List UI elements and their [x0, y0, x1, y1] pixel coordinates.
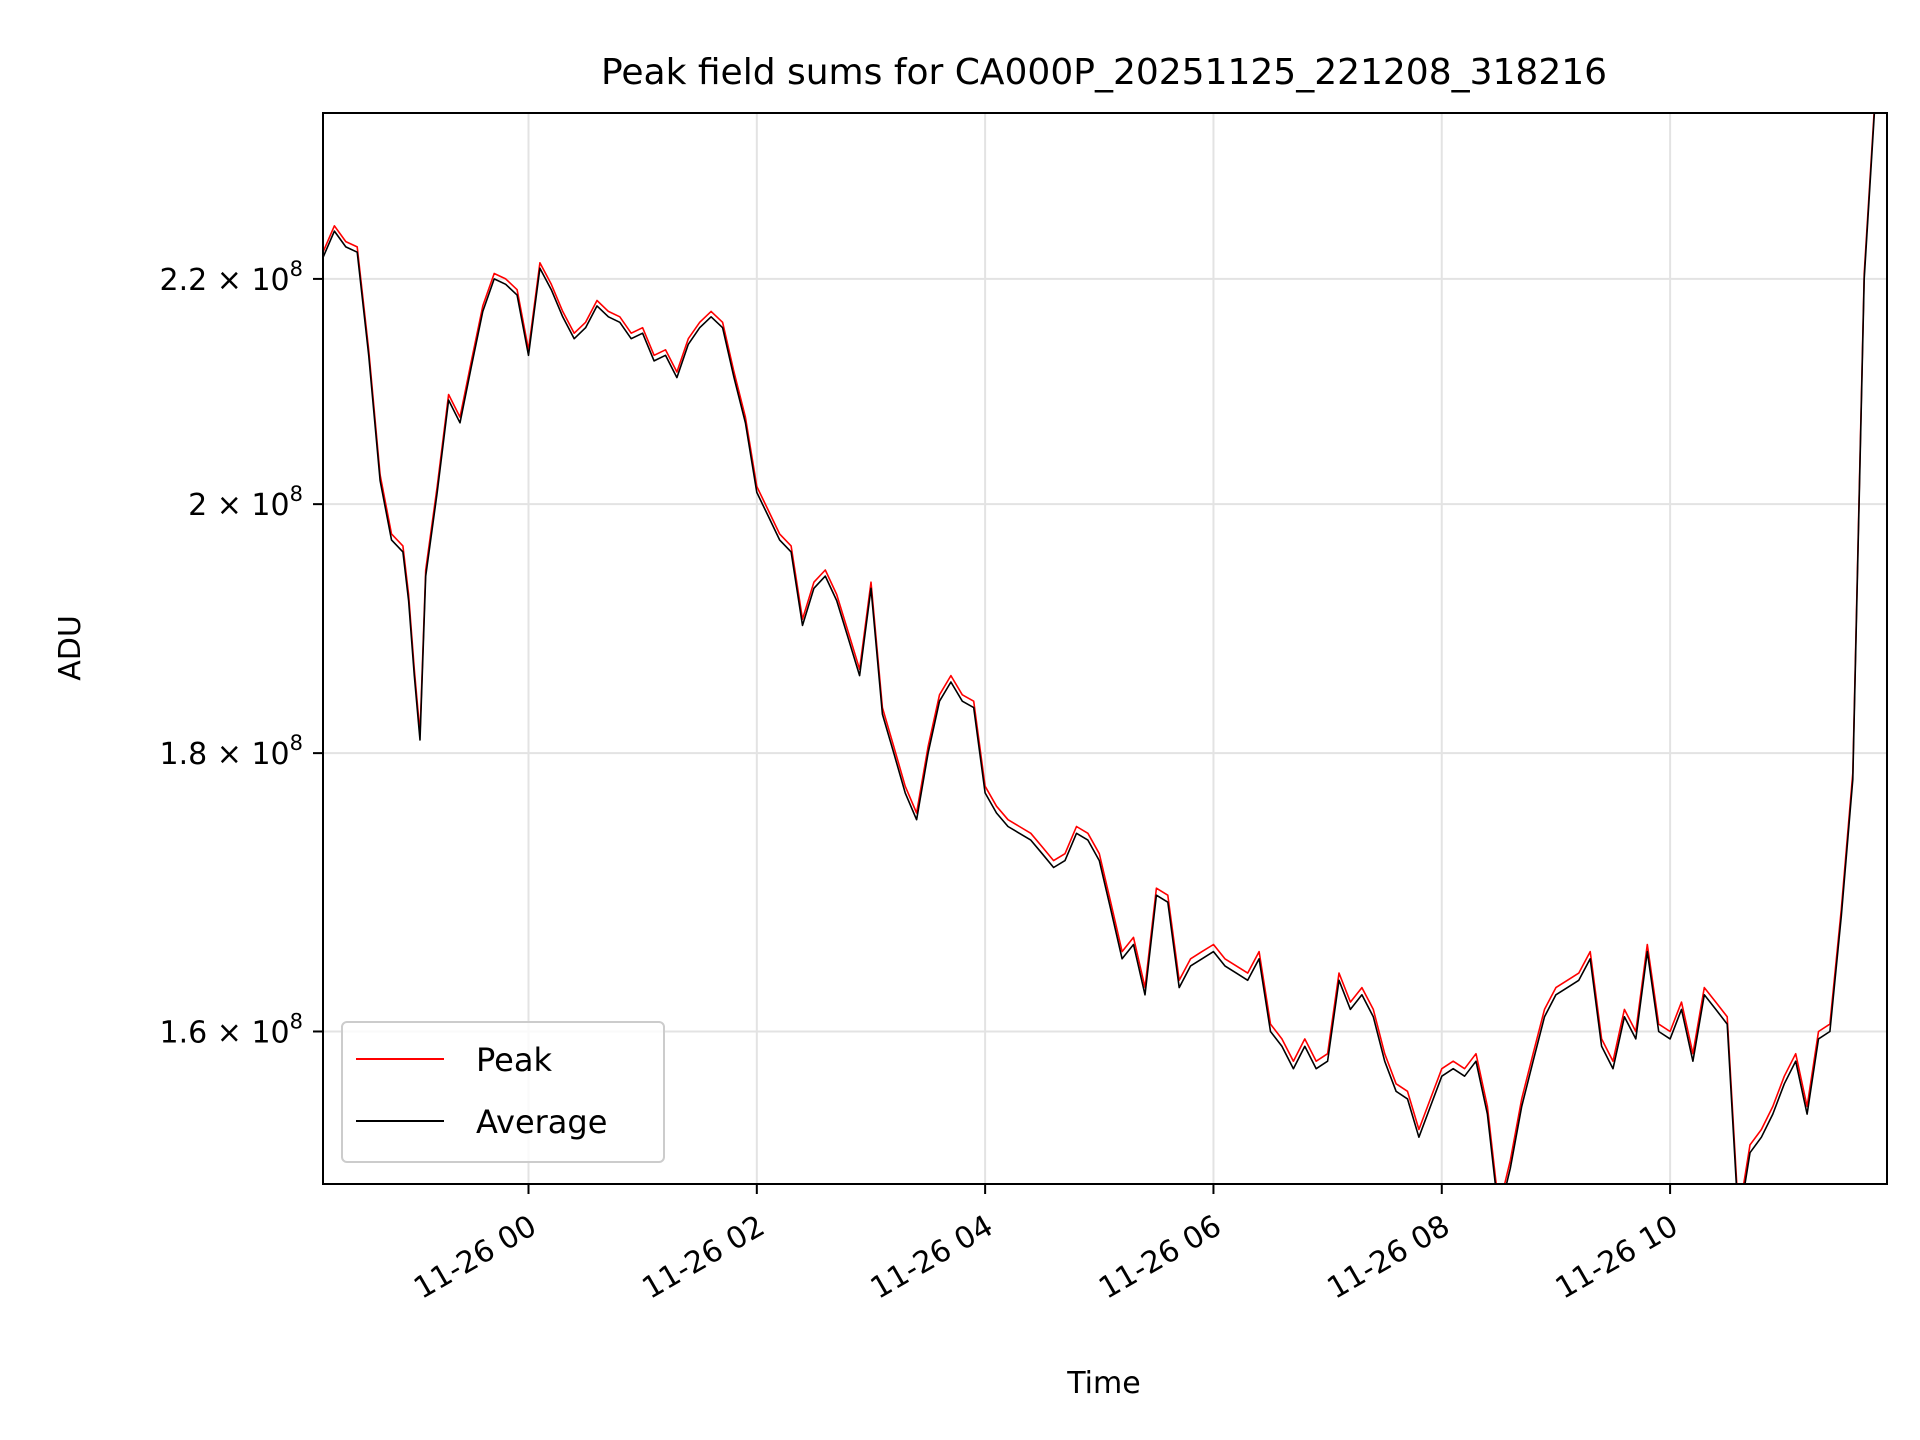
y-tick-label: 2 × 108 [188, 482, 303, 523]
peak-series-line [323, 113, 1875, 1184]
x-axis-label: Time [1066, 1366, 1140, 1401]
legend-peak-label: Peak [476, 1041, 552, 1079]
plot-frame [322, 112, 1888, 1185]
chart-title: Peak field sums for CA000P_20251125_2212… [601, 52, 1607, 93]
legend: Peak Average [341, 1021, 665, 1163]
y-axis-label: ADU [53, 615, 88, 681]
average-series-line [323, 113, 1876, 1184]
y-tick-label: 2.2 × 108 [160, 257, 303, 298]
y-tick-label: 1.8 × 108 [160, 731, 303, 772]
legend-box [341, 1021, 665, 1163]
y-tick-label: 1.6 × 108 [160, 1009, 303, 1050]
series-layer [323, 113, 1876, 1184]
legend-average-label: Average [476, 1103, 607, 1141]
grid [323, 113, 1887, 1184]
y-axis: 1.6 × 108 1.8 × 108 2 × 108 2.2 × 108 [160, 257, 323, 1050]
